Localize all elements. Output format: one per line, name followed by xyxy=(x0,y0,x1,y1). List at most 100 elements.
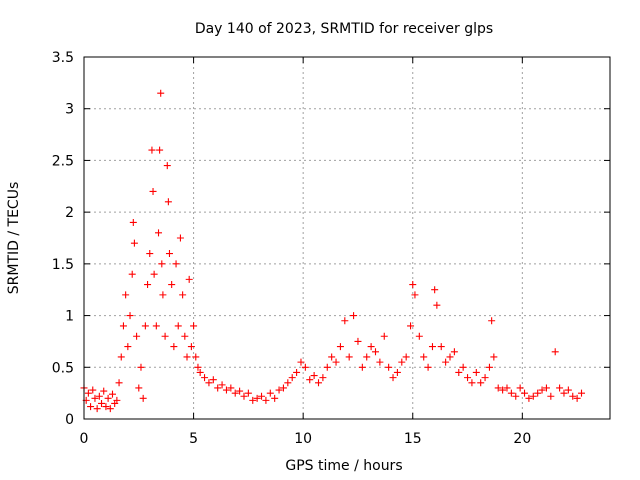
data-point xyxy=(560,389,568,397)
data-point xyxy=(521,389,529,397)
data-point xyxy=(551,348,559,356)
y-tick-label: 1.5 xyxy=(52,257,74,273)
data-point xyxy=(165,250,173,258)
x-axis-ticks: 0 5 10 15 20 xyxy=(80,57,531,447)
data-point xyxy=(130,239,138,247)
data-point xyxy=(284,379,292,387)
data-point xyxy=(376,358,384,366)
y-tick-label: 3 xyxy=(65,102,74,118)
data-point xyxy=(525,394,533,402)
data-point xyxy=(176,234,184,242)
data-point xyxy=(266,389,274,397)
data-point xyxy=(371,348,379,356)
data-point xyxy=(231,389,239,397)
data-point xyxy=(128,270,136,278)
data-point xyxy=(122,291,130,299)
data-point xyxy=(187,343,195,351)
data-point xyxy=(516,384,524,392)
y-axis-label: SRMTID / TECUs xyxy=(6,182,22,295)
data-point xyxy=(87,403,95,411)
data-point xyxy=(319,374,327,382)
data-point xyxy=(164,198,172,206)
data-point xyxy=(185,275,193,283)
data-point xyxy=(137,363,145,371)
data-point xyxy=(100,387,108,395)
data-point xyxy=(564,386,572,394)
data-point xyxy=(157,89,165,97)
data-point xyxy=(218,381,226,389)
data-point xyxy=(512,392,520,400)
x-tick-label: 20 xyxy=(513,431,531,447)
data-point xyxy=(201,374,209,382)
x-tick-label: 0 xyxy=(80,431,89,447)
data-point xyxy=(468,379,476,387)
data-point xyxy=(409,281,417,289)
data-point xyxy=(450,348,458,356)
x-axis-label: GPS time / hours xyxy=(285,458,402,474)
data-point xyxy=(556,384,564,392)
data-point xyxy=(424,363,432,371)
data-point xyxy=(499,386,507,394)
data-point xyxy=(91,394,99,402)
data-point xyxy=(411,291,419,299)
data-point xyxy=(155,229,163,237)
data-point xyxy=(578,389,586,397)
data-point xyxy=(407,322,415,330)
data-point xyxy=(431,286,439,294)
plot-frame xyxy=(83,56,611,420)
data-point xyxy=(163,162,171,170)
data-point xyxy=(148,146,156,154)
data-point xyxy=(275,386,283,394)
data-point xyxy=(149,187,157,195)
data-point xyxy=(172,260,180,268)
data-point xyxy=(258,392,266,400)
y-tick-label: 3.5 xyxy=(52,50,74,66)
data-point xyxy=(420,353,428,361)
chart-title: Day 140 of 2023, SRMTID for receiver glp… xyxy=(195,21,493,37)
data-point xyxy=(161,332,169,340)
data-point xyxy=(323,363,331,371)
data-point xyxy=(380,332,388,340)
data-point xyxy=(328,353,336,361)
data-point xyxy=(214,384,222,392)
y-tick-label: 0 xyxy=(65,412,74,428)
data-point xyxy=(84,389,92,397)
data-point xyxy=(135,384,143,392)
data-point xyxy=(179,291,187,299)
data-point xyxy=(415,332,423,340)
data-point xyxy=(455,368,463,376)
data-point xyxy=(503,384,511,392)
data-point xyxy=(350,312,358,320)
data-point xyxy=(490,353,498,361)
x-tick-label: 5 xyxy=(189,431,198,447)
data-point xyxy=(464,374,472,382)
data-point xyxy=(126,312,134,320)
data-point xyxy=(534,389,542,397)
data-point xyxy=(433,301,441,309)
data-point xyxy=(481,374,489,382)
data-point xyxy=(174,322,182,330)
data-point xyxy=(113,396,121,404)
data-point xyxy=(159,291,167,299)
data-point xyxy=(196,368,204,376)
data-point xyxy=(124,343,132,351)
data-point xyxy=(279,384,287,392)
data-point xyxy=(398,358,406,366)
data-point xyxy=(108,390,116,398)
data-point xyxy=(494,384,502,392)
data-point xyxy=(271,394,279,402)
data-point xyxy=(240,392,248,400)
data-point xyxy=(293,368,301,376)
data-point xyxy=(104,394,112,402)
data-point xyxy=(393,368,401,376)
data-point xyxy=(542,384,550,392)
data-point xyxy=(358,363,366,371)
y-tick-label: 2 xyxy=(65,205,74,221)
data-point xyxy=(168,281,176,289)
data-point xyxy=(119,322,127,330)
data-point xyxy=(569,392,577,400)
data-point xyxy=(244,389,252,397)
data-point xyxy=(507,389,515,397)
data-point xyxy=(93,405,101,413)
data-point xyxy=(402,353,410,361)
